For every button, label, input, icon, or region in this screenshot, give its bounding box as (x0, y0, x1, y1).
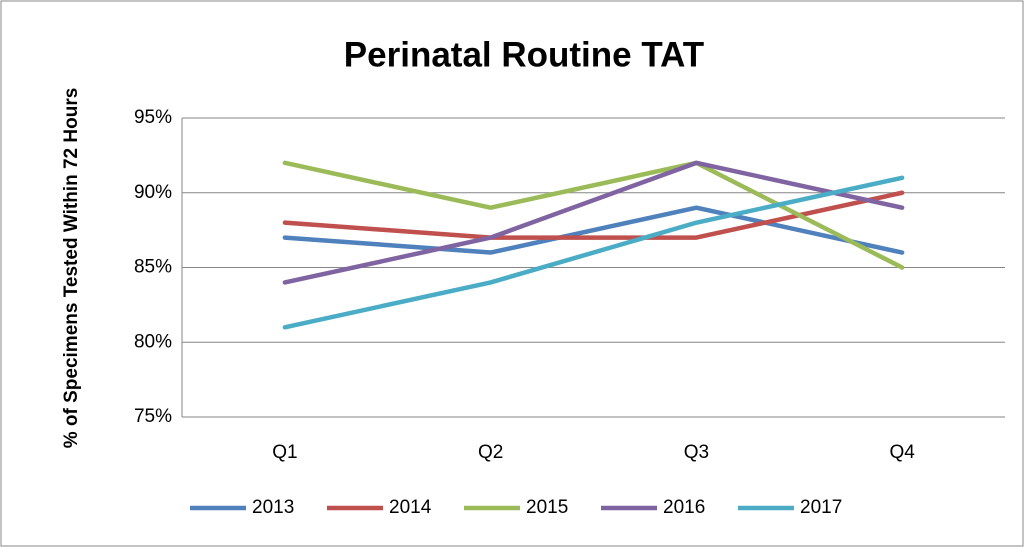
legend-label: 2017 (800, 497, 842, 518)
x-tick-label: Q2 (478, 442, 503, 463)
y-tick-label: 90% (134, 182, 172, 203)
series-line (282, 160, 905, 285)
series-line (282, 205, 905, 255)
y-tick-label: 95% (134, 107, 172, 128)
legend-label: 2015 (526, 497, 568, 518)
y-tick-label: 75% (134, 406, 172, 427)
series-line (282, 160, 905, 270)
x-tick-label: Q4 (889, 442, 915, 463)
legend-label: 2014 (389, 497, 432, 518)
chart-title: Perinatal Routine TAT (344, 35, 704, 74)
series-line (282, 175, 905, 330)
x-tick-label: Q1 (272, 442, 297, 463)
x-tick-label: Q3 (684, 442, 709, 463)
y-tick-label: 85% (134, 257, 172, 278)
y-tick-label: 80% (134, 331, 172, 352)
y-axis-label: % of Specimens Tested Within 72 Hours (61, 88, 82, 449)
legend-label: 2013 (252, 497, 294, 518)
legend-label: 2016 (663, 497, 705, 518)
